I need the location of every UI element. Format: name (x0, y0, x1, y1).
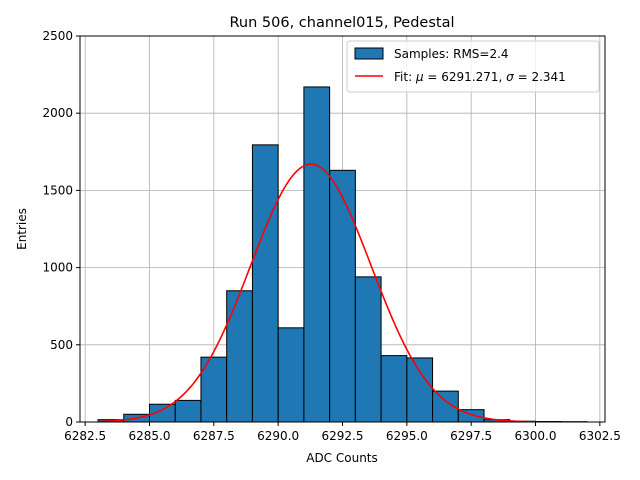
x-tick-label: 6285.0 (128, 429, 170, 443)
x-tick-label: 6287.5 (193, 429, 235, 443)
x-tick-label: 6292.5 (322, 429, 364, 443)
x-axis-ticks: 6282.5 6285.0 6287.5 6290.0 6292.5 6295.0 6297… (64, 422, 621, 443)
x-axis-label: ADC Counts (306, 451, 378, 465)
y-tick-label: 2000 (42, 106, 73, 120)
y-tick-label: 2500 (42, 29, 73, 43)
histogram-bar (226, 290, 253, 423)
x-tick-label: 6300.0 (515, 429, 557, 443)
chart-title: Run 506, channel015, Pedestal (229, 15, 454, 31)
x-tick-label: 6295.0 (386, 429, 428, 443)
x-tick-label: 6302.5 (579, 429, 621, 443)
y-tick-label: 1500 (42, 183, 73, 197)
fit-curve (97, 163, 536, 423)
histogram-bars (97, 86, 588, 423)
legend: Samples: RMS=2.4 Fit: μ = 6291.271, σ = … (346, 40, 600, 93)
y-tick-label: 0 (65, 415, 73, 429)
legend-box (346, 40, 600, 93)
histogram-bar (277, 327, 305, 423)
histogram-bar (251, 144, 279, 423)
x-tick-label: 6297.5 (450, 429, 492, 443)
histogram-bar (380, 355, 408, 423)
y-tick-label: 1000 (42, 261, 73, 275)
x-tick-label: 6290.0 (257, 429, 299, 443)
histogram-bar (303, 86, 331, 423)
legend-hist-label: Samples: RMS=2.4 (394, 47, 509, 61)
legend-hist-swatch (354, 47, 384, 60)
y-axis-ticks: 0 500 1000 1500 2000 2500 (42, 29, 80, 429)
y-axis-label: Entries (15, 208, 29, 250)
y-tick-label: 500 (50, 338, 73, 352)
x-tick-label: 6282.5 (64, 429, 106, 443)
histogram-bar (354, 276, 382, 423)
histogram-bar (406, 357, 434, 423)
legend-fit-label: Fit: μ = 6291.271, σ = 2.341 (394, 70, 566, 84)
histogram-bar (329, 169, 356, 423)
histogram-bar (174, 399, 202, 423)
